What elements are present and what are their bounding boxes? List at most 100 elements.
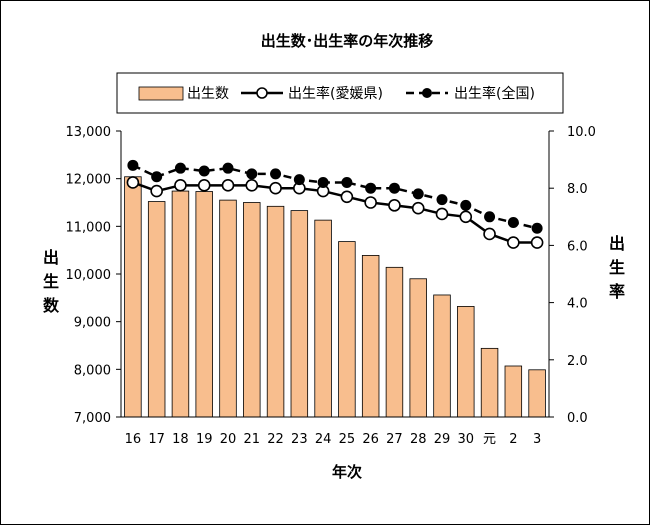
national-rate-point [127,159,139,171]
bar [528,369,546,418]
bar [219,199,237,418]
national-rate-point [317,176,329,188]
x-tick-label: 16 [125,432,142,447]
x-tick-label: 26 [362,432,379,447]
bar [361,255,380,418]
national-rate-point [246,168,258,180]
bar [433,294,451,418]
x-tick-label: 元 [483,432,496,447]
ehime-rate-point [197,179,211,192]
bar [195,191,213,418]
ehime-rate-point [245,179,259,192]
left-tick-label: 13,000 [66,125,112,140]
axis-label-char: 数 [43,296,60,315]
x-tick-label: 25 [339,432,356,447]
x-tick-label: 22 [267,432,284,447]
legend-label-births: 出生数 [187,86,229,102]
bar [266,205,285,418]
line-series [126,159,544,249]
national-rate-point [531,222,543,234]
national-rate-point [341,176,353,188]
bar [409,278,427,418]
bar [171,190,190,418]
national-rate-line [132,164,538,230]
right-tick-label: 6.0 [567,239,588,254]
left-tick-label: 10,000 [66,268,112,283]
x-tick-label: 29 [434,432,451,447]
ehime-rate-point [507,236,520,249]
legend-swatch-ehime-marker [256,87,268,99]
national-rate-point [222,162,234,174]
legend-label-national: 出生率(全国) [454,85,535,102]
bar [457,306,475,418]
ehime-rate-point [269,181,282,195]
national-rate-point [270,168,282,180]
axis-label-char: 率 [609,282,625,301]
ehime-rate-point [126,176,140,189]
right-tick-label: 2.0 [567,354,588,369]
y-axis-label-left: 出生数 [43,248,60,315]
ehime-rate-point [459,210,473,224]
bar [290,210,309,418]
x-tick-label: 17 [148,432,165,447]
ehime-rate-point [174,179,187,192]
x-tick-label: 20 [220,432,237,447]
national-rate-point [412,188,424,200]
x-axis-label: 年次 [332,463,362,481]
bar [147,201,166,418]
left-tick-label: 11,000 [66,220,112,235]
right-tick-label: 4.0 [567,297,588,312]
national-rate-point [365,182,377,194]
right-tick-label: 0.0 [567,411,588,426]
left-tick-label: 9,000 [74,316,111,331]
right-tick-label: 10.0 [567,125,596,140]
legend-label-ehime: 出生率(愛媛県) [288,85,383,102]
x-tick-label: 24 [315,432,332,447]
bar [338,241,356,418]
x-tick-label: 19 [196,432,213,447]
national-rate-point [293,174,305,186]
ehime-rate-point [388,199,401,212]
right-tick-label: 8.0 [567,182,588,197]
national-rate-point [151,171,163,183]
right-axis-ticks: 10.0 8.0 6.0 4.0 2.0 0.0 [549,125,596,426]
x-tick-label: 2 [509,432,517,447]
x-tick-label: 23 [291,432,308,447]
axis-label-char: 出 [609,234,625,253]
x-axis-ticks: 16 17 18 19 20 21 22 23 24 25 26 27 28 29 30 元 2 3 [125,432,542,447]
x-tick-label: 18 [172,432,189,447]
x-tick-label: 28 [410,432,427,447]
ehime-rate-point [435,207,449,221]
y-axis-label-right: 出生率 [609,234,625,301]
x-tick-label: 27 [386,432,403,447]
bar [385,266,404,418]
ehime-rate-point [483,227,496,241]
axis-label-char: 生 [43,272,59,291]
ehime-rate-line [132,181,538,244]
left-axis-ticks: 13,000 12,000 11,000 10,000 9,000 8,000 7,000 [66,125,121,426]
ehime-rate-point [364,196,377,209]
national-rate-point [484,211,496,223]
x-tick-label: 3 [533,432,541,447]
left-tick-label: 7,000 [74,411,111,426]
chart-title: 出生数･出生率の年次推移 [261,32,434,50]
legend-swatch-national-marker [422,88,432,98]
national-rate-point [174,162,186,174]
national-rate-point [460,199,472,211]
ehime-rate-point [150,184,163,198]
ehime-rate-point [530,236,544,249]
bar [243,202,261,418]
x-tick-label: 30 [458,432,475,447]
bar [314,219,332,418]
bar [480,347,499,418]
legend: 出生数 出生率(愛媛県) 出生率(全国) [116,72,564,114]
legend-box [116,72,564,114]
x-tick-label: 21 [244,432,261,447]
bar [124,176,142,418]
ehime-rate-point [221,179,235,192]
national-rate-point [436,194,448,206]
legend-swatch-bar [138,86,184,101]
bar [504,365,523,418]
